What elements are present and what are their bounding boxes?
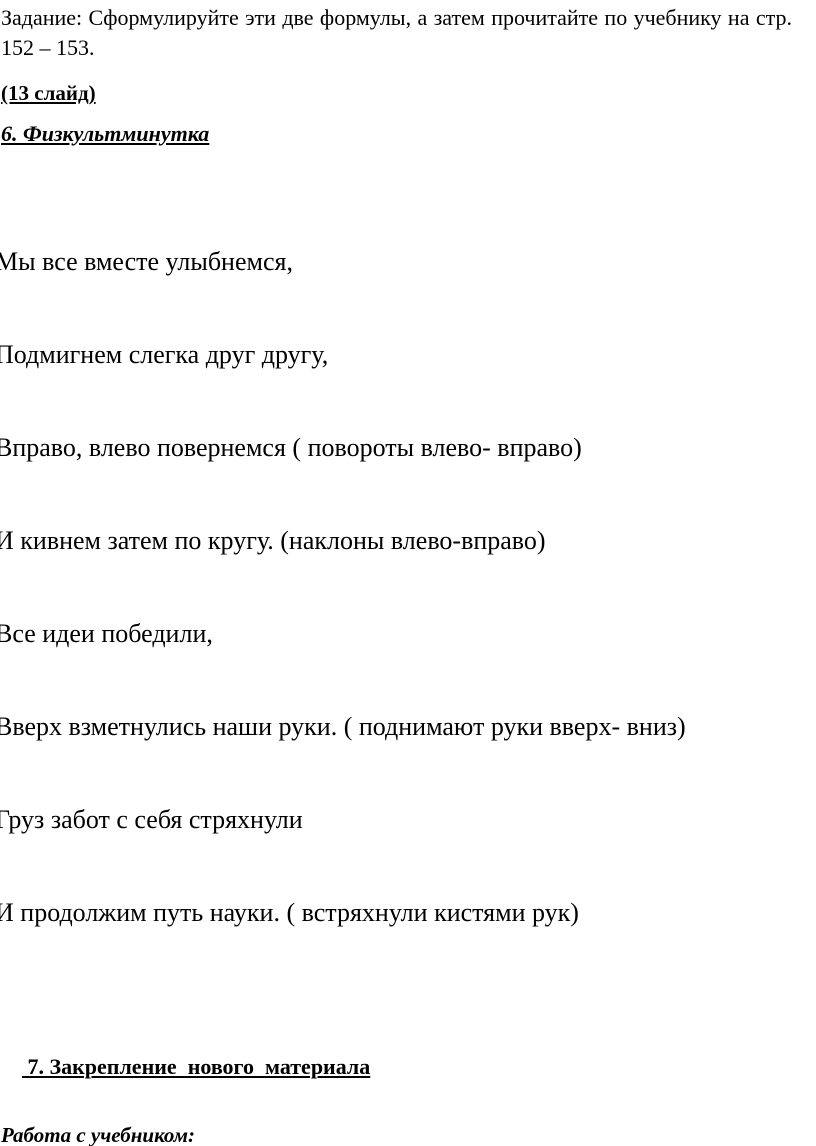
work-with-textbook-label: Работа с учебником: [1, 1123, 196, 1146]
poem-line: Все идеи победили, [0, 619, 213, 648]
poem-line: Вверх взметнулись наши руки. ( поднимают… [0, 712, 686, 741]
slide-note-label: (13 слайд) [1, 81, 96, 105]
poem-line: И кивнем затем по кругу. (наклоны влево-… [0, 526, 546, 555]
exercise-poem: Мы все вместе улыбнемся, Подмигнем слегк… [0, 184, 816, 990]
poem-line: Груз забот с себя стряхнули [0, 805, 303, 834]
slide-note: (13 слайд) [1, 80, 816, 106]
section-6-heading: 6. Физкультминутка [1, 120, 816, 147]
poem-line: Мы все вместе улыбнемся, [0, 247, 293, 276]
poem-line: Вправо, влево повернемся ( повороты влев… [0, 433, 582, 462]
section-7-title: 7. Закрепление нового материала [22, 1054, 371, 1079]
section-6-title: 6. Физкультминутка [1, 121, 210, 146]
poem-line: И продолжим путь науки. ( встряхнули кис… [0, 898, 579, 927]
poem-line: Подмигнем слегка друг другу, [0, 340, 329, 369]
task-paragraph: Задание: Сформулируйте эти две формулы, … [1, 5, 792, 60]
section-7-heading: 7. Закрепление нового материала [0, 1026, 816, 1107]
